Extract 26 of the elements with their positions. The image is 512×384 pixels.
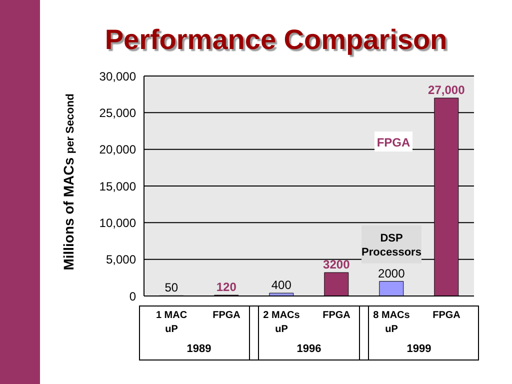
y-tick-label: 0 xyxy=(129,289,136,304)
text: 1989 xyxy=(186,343,212,355)
annotation: DSP Processors xyxy=(362,232,422,258)
data-label: 120 xyxy=(216,280,237,294)
y-tick-label: 20,000 xyxy=(99,142,136,157)
y-tick-label: 10,000 xyxy=(99,216,136,230)
y-tick-label: 25,000 xyxy=(99,106,136,120)
x-tick-label: 1 MAC uP xyxy=(156,310,188,335)
data-label: 3200 xyxy=(323,258,350,272)
x-tick-label: FPGA xyxy=(212,310,240,321)
data-label: 2000 xyxy=(378,266,406,280)
data-label: 400 xyxy=(271,278,292,292)
y-tick-label: 15,000 xyxy=(99,179,136,194)
annotation: FPGA xyxy=(376,136,410,150)
chart-title: Performance Comparison xyxy=(104,24,448,56)
x-tick-label: 8 MACs uP xyxy=(373,310,410,335)
text: 1996 xyxy=(296,343,322,355)
data-label: 50 xyxy=(164,280,178,295)
text: 1999 xyxy=(406,343,432,355)
y-tick-label: 30,000 xyxy=(99,69,136,84)
x-tick-label: FPGA xyxy=(322,310,350,321)
y-axis-title: Millions of MACs per Second xyxy=(60,94,76,270)
y-tick-label: 5,000 xyxy=(106,252,136,267)
data-label: 27,000 xyxy=(428,83,466,97)
x-tick-label: FPGA xyxy=(432,310,460,321)
x-tick-label: 2 MACs uP xyxy=(263,310,300,335)
